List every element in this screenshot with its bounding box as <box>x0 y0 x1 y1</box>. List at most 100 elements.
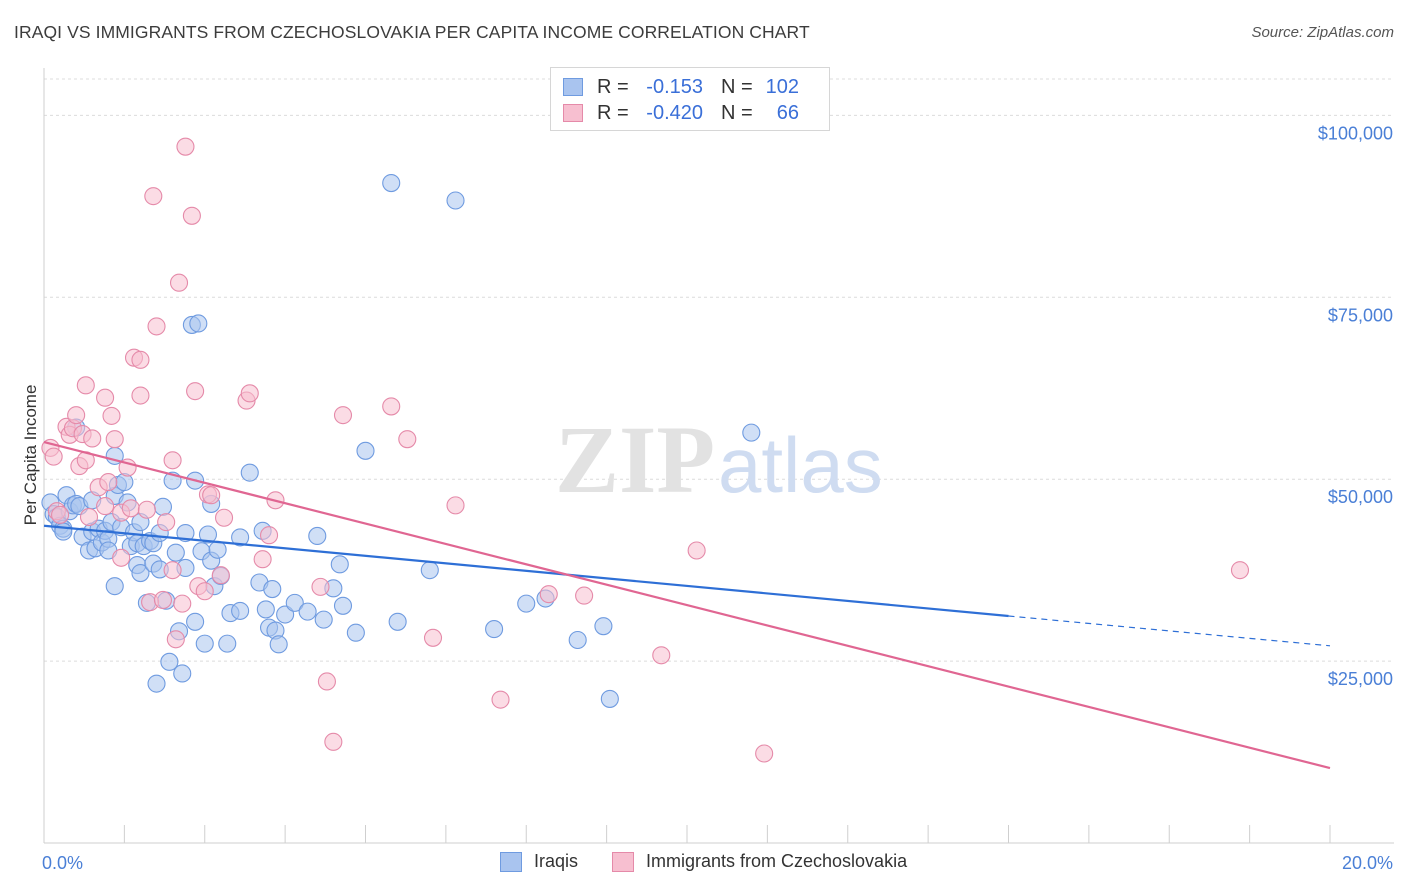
czech-point <box>99 473 118 492</box>
czech-point <box>182 206 201 225</box>
legend-r-value: -0.153 <box>646 75 703 98</box>
czech-point <box>755 744 774 763</box>
iraqi-point <box>330 555 349 574</box>
iraqi-point <box>742 423 761 442</box>
czech-point <box>446 496 465 515</box>
trendline-iraqis-extension <box>1008 615 1331 647</box>
czech-point <box>317 672 336 691</box>
iraqi-point <box>276 605 295 624</box>
czech-point <box>575 586 594 605</box>
czech-point <box>131 386 150 405</box>
series-legend: Iraqis Immigrants from Czechoslovakia <box>0 851 1406 877</box>
legend-r-label: R = <box>597 101 629 124</box>
czech-point <box>147 317 166 336</box>
czech-point <box>173 594 192 613</box>
czech-point <box>311 577 330 596</box>
czech-point <box>96 388 115 407</box>
iraqi-point <box>160 652 179 671</box>
iraqi-point <box>356 441 375 460</box>
iraqi-point <box>314 610 333 629</box>
x-tick-label: 20.0% <box>1342 853 1393 873</box>
czech-point <box>382 397 401 416</box>
iraqi-point <box>517 594 536 613</box>
iraqi-point <box>173 664 192 683</box>
czech-point <box>83 429 102 448</box>
czech-point <box>51 505 70 524</box>
iraqi-point <box>166 543 185 562</box>
legend-n-value: 66 <box>776 101 799 124</box>
czech-point <box>76 376 95 395</box>
watermark-zip: ZIP <box>555 406 715 513</box>
y-axis-label: Per Capita Income <box>21 385 40 526</box>
source-label: Source: ZipAtlas.com <box>1251 24 1394 41</box>
czech-point <box>202 486 221 505</box>
legend-label-czech: Immigrants from Czechoslovakia <box>646 851 908 871</box>
iraqi-point <box>568 630 587 650</box>
czech-point <box>1230 561 1250 580</box>
czech-point <box>398 430 417 449</box>
czech-point <box>176 137 195 156</box>
czech-point <box>131 350 150 369</box>
iraqi-point <box>147 674 166 693</box>
czech-point <box>153 590 173 610</box>
czech-point <box>491 690 510 709</box>
czech-point <box>157 513 176 532</box>
legend-swatch-czech <box>563 104 583 122</box>
czech-point <box>214 508 234 527</box>
czech-point <box>211 566 230 585</box>
czech-point <box>253 550 272 569</box>
iraqi-point <box>195 634 214 653</box>
czech-point <box>539 585 558 604</box>
iraqi-point <box>388 612 407 631</box>
czech-point <box>186 382 205 401</box>
czech-point <box>121 499 140 518</box>
iraqi-point <box>298 602 317 621</box>
y-tick-label: $25,000 <box>1328 669 1393 689</box>
legend-n-label: N = <box>721 75 753 98</box>
iraqi-point <box>420 561 439 580</box>
czech-point <box>67 406 86 425</box>
iraqi-point <box>131 564 150 583</box>
legend-item-iraqis[interactable]: Iraqis <box>500 851 578 872</box>
czech-point <box>166 630 185 649</box>
chart-title: IRAQI VS IMMIGRANTS FROM CZECHOSLOVAKIA … <box>14 22 810 42</box>
iraqi-point <box>333 596 353 615</box>
iraqi-point <box>263 580 282 599</box>
legend-swatch-iraqis <box>563 78 583 96</box>
czech-point <box>102 406 121 425</box>
legend-item-czech[interactable]: Immigrants from Czechoslovakia <box>612 851 907 872</box>
legend-swatch-iraqis <box>500 851 522 872</box>
legend-row-iraqis: R = -0.153 N = 102 <box>563 74 799 100</box>
czech-point <box>169 273 189 292</box>
czech-point <box>163 451 182 470</box>
czech-point <box>687 541 706 560</box>
iraqi-point <box>153 497 173 516</box>
iraqi-point <box>218 634 237 653</box>
iraqi-point <box>485 620 504 639</box>
iraqi-point <box>105 577 124 596</box>
iraqi-point <box>186 612 205 631</box>
y-tick-label: $75,000 <box>1328 305 1393 325</box>
czech-point <box>423 628 443 647</box>
iraqi-point <box>189 314 208 333</box>
legend-swatch-czech <box>612 851 634 872</box>
czech-point <box>259 526 279 545</box>
iraqi-point <box>231 601 250 620</box>
iraqi-point <box>240 463 259 482</box>
trendline-iraqis <box>43 524 1009 618</box>
legend-label-iraqis: Iraqis <box>534 851 579 871</box>
y-tick-label: $50,000 <box>1328 487 1393 507</box>
czech-point <box>144 187 163 206</box>
legend-n-label: N = <box>721 101 753 124</box>
iraqi-point <box>594 617 613 636</box>
czech-point <box>163 561 182 580</box>
czech-point <box>240 384 259 403</box>
iraqi-point <box>208 540 227 559</box>
iraqi-point <box>54 522 73 541</box>
iraqi-point <box>382 173 401 193</box>
czech-point <box>79 507 99 527</box>
x-tick-label: 0.0% <box>42 853 83 873</box>
czech-point <box>105 430 124 449</box>
czech-point <box>195 582 214 601</box>
